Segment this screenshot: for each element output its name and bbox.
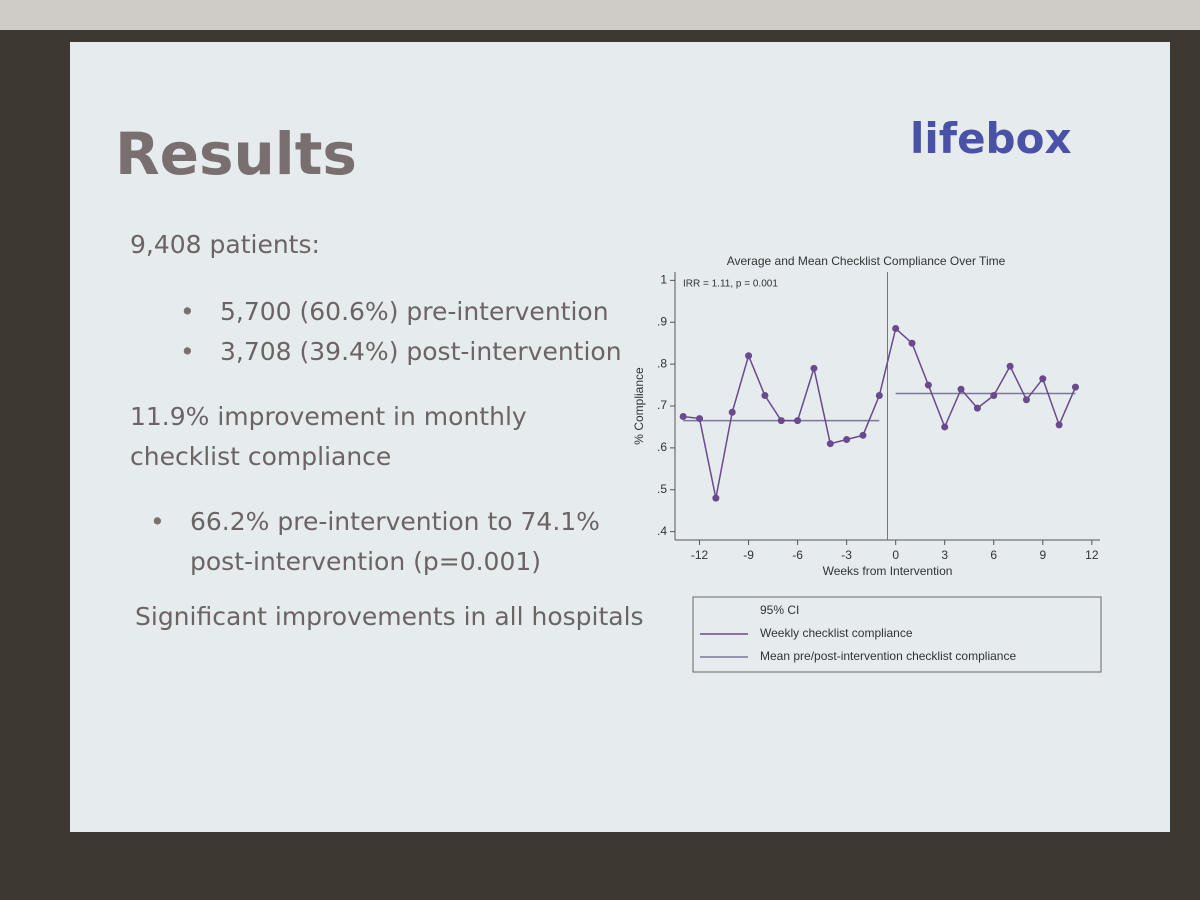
- y-axis-label: % Compliance: [632, 367, 646, 445]
- point: [777, 417, 785, 425]
- x-tick-label: 9: [1039, 548, 1046, 562]
- x-tick-label: 12: [1085, 548, 1099, 562]
- series-line: [683, 327, 1077, 499]
- logo: lifebox: [910, 114, 1072, 163]
- x-tick-label: 0: [892, 548, 899, 562]
- y-tick-label: .6: [657, 440, 667, 454]
- point: [924, 381, 932, 389]
- slide: Results lifebox 9,408 patients: 5,700 (6…: [70, 42, 1170, 832]
- y-tick-label: .8: [657, 356, 667, 370]
- bullet: 3,708 (39.4%) post-intervention: [180, 337, 622, 366]
- point: [1006, 362, 1014, 370]
- x-tick-label: -12: [691, 548, 709, 562]
- point: [679, 412, 687, 420]
- annotation: IRR = 1.11, p = 0.001: [683, 279, 778, 290]
- legend-box: [692, 596, 1102, 673]
- point: Significant improvements in all hospital…: [135, 602, 644, 631]
- point: [941, 423, 949, 431]
- point: [859, 431, 867, 439]
- ceiling: [0, 0, 1200, 30]
- point: [794, 417, 802, 425]
- point: [1039, 375, 1047, 383]
- point: [712, 494, 720, 502]
- point: [1055, 421, 1063, 429]
- chart-title: Average and Mean Checklist Compliance Ov…: [727, 254, 1006, 268]
- x-tick-label: -3: [841, 548, 852, 562]
- point: [957, 385, 965, 393]
- y-tick-label: .5: [657, 482, 667, 496]
- point: [728, 408, 736, 416]
- x-tick-label: -9: [743, 548, 754, 562]
- point: [843, 436, 851, 443]
- bullet: 5,700 (60.6%) pre-intervention: [180, 297, 609, 326]
- point: [973, 404, 981, 412]
- y-tick-label: .4: [657, 524, 667, 538]
- y-tick-label: .7: [657, 398, 667, 412]
- legend-entry: 95% CI: [760, 603, 799, 617]
- y-tick-label: .9: [657, 314, 667, 328]
- point: [696, 415, 704, 423]
- x-tick-label: -6: [792, 548, 803, 562]
- slide-title: Results: [115, 120, 357, 188]
- point: [1022, 396, 1030, 404]
- point: [810, 364, 818, 372]
- intro: 9,408 patients:: [130, 230, 320, 259]
- point: [908, 339, 916, 347]
- point: [892, 325, 900, 333]
- x-tick-label: 3: [941, 548, 948, 562]
- x-tick-label: 6: [990, 548, 997, 562]
- point: [990, 392, 998, 400]
- point: [1071, 383, 1079, 391]
- y-tick-label: 1: [660, 273, 667, 287]
- point: [826, 440, 834, 448]
- legend-entry: Mean pre/post-intervention checklist com…: [760, 649, 1016, 663]
- point: [875, 392, 883, 400]
- legend-entry: Weekly checklist compliance: [760, 626, 913, 640]
- point: [745, 352, 753, 360]
- x-axis-label: Weeks from Intervention: [823, 564, 953, 578]
- bullet: 66.2% pre-intervention to 74.1% post-int…: [150, 502, 610, 582]
- point: 11.9% improvement in monthly checklist c…: [130, 402, 527, 471]
- point: [761, 392, 769, 400]
